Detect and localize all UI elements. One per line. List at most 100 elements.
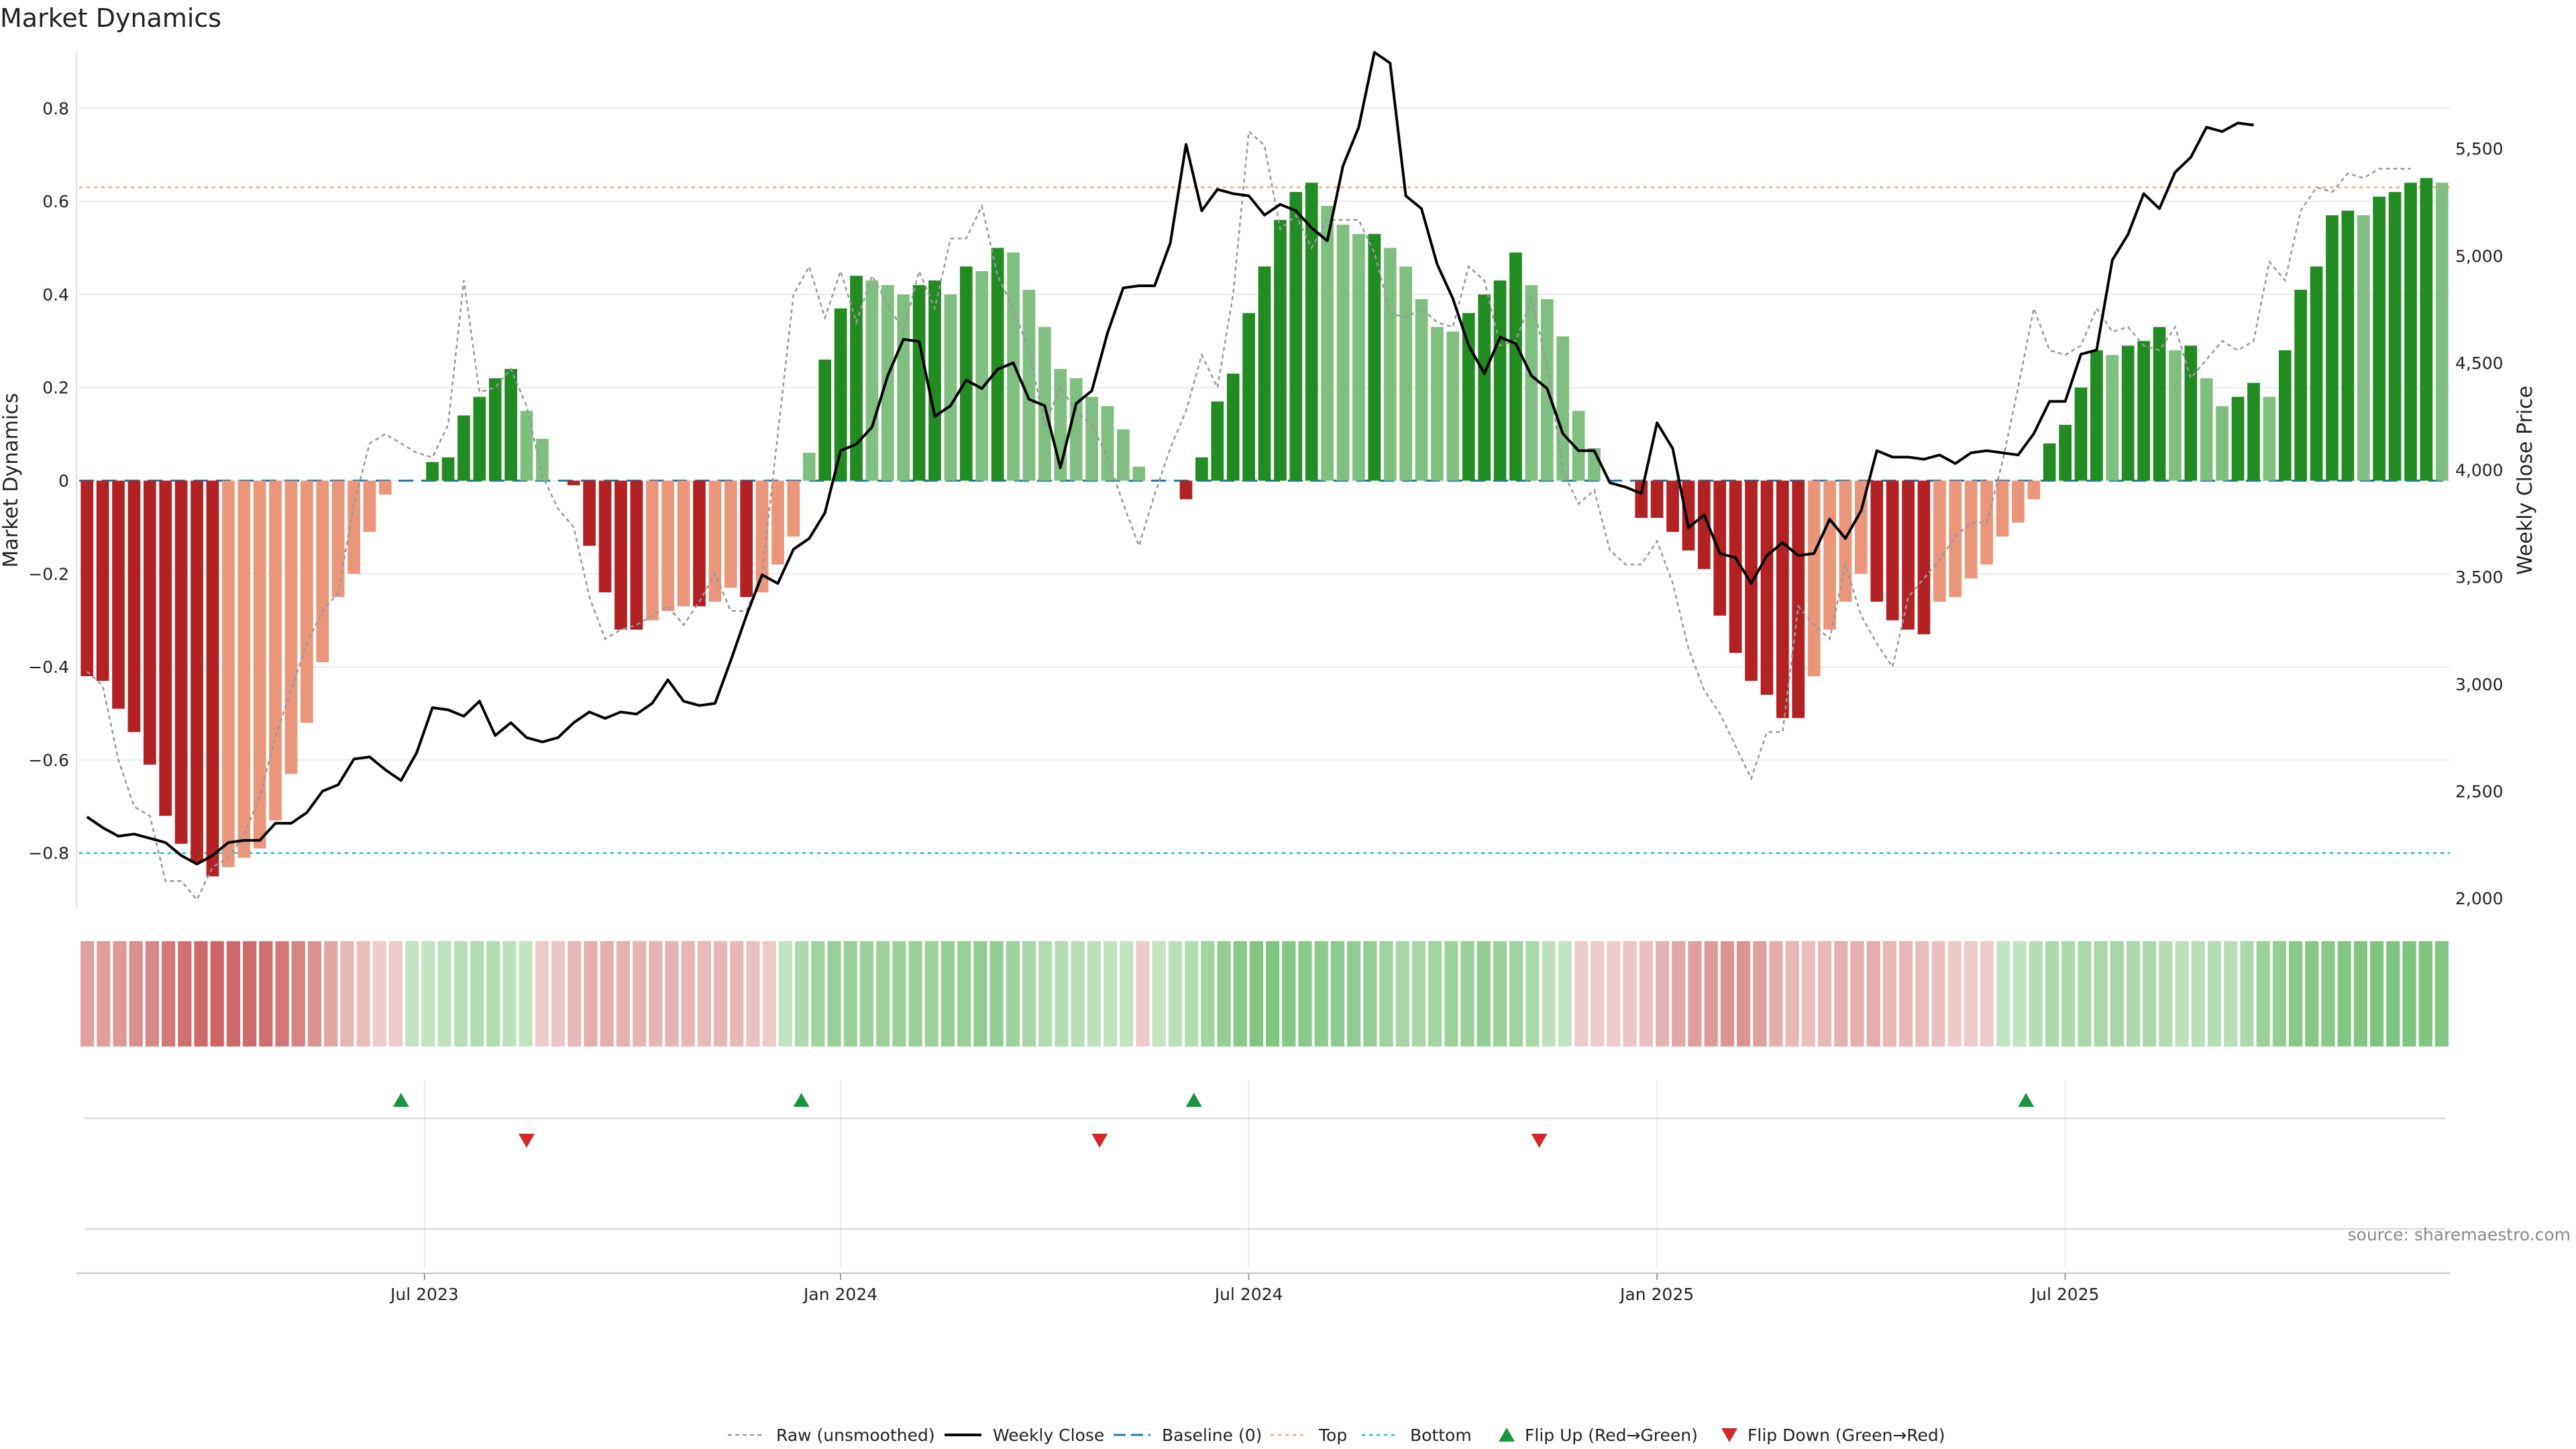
y2-tick-label: 4,000: [2455, 461, 2504, 480]
dynamics-bar: [159, 480, 172, 816]
y-tick-label: −0.2: [28, 564, 69, 584]
regime-cell: [714, 941, 728, 1046]
dynamics-bar: [2184, 345, 2198, 481]
dynamics-bar: [1242, 313, 1255, 481]
dynamics-bar: [2043, 443, 2056, 481]
dynamics-bar: [206, 480, 219, 877]
regime-cell: [1493, 941, 1507, 1046]
y-tick-label: 0.6: [42, 192, 69, 211]
regime-cell: [194, 941, 208, 1046]
dynamics-bar: [2200, 378, 2213, 481]
flip-up-marker: [2018, 1093, 2035, 1107]
regime-cell: [535, 941, 549, 1046]
legend-swatch: [1499, 1428, 1515, 1442]
dynamics-bar: [1964, 480, 1978, 579]
flip-up-marker: [793, 1093, 810, 1107]
dynamics-bar: [96, 480, 109, 681]
legend-weekly-close: Weekly Close: [945, 1426, 1104, 1445]
dynamics-bar: [458, 415, 470, 481]
y-tick-label: 0.8: [42, 99, 69, 118]
dynamics-bar: [2090, 350, 2103, 481]
x-tick-label: Jan 2024: [802, 1285, 877, 1304]
dynamics-bar: [1823, 480, 1836, 630]
regime-cell: [746, 941, 760, 1046]
dynamics-bar: [1305, 182, 1318, 481]
regime-cell: [421, 941, 435, 1046]
regime-cell: [1347, 941, 1361, 1046]
dynamics-bar: [865, 280, 879, 481]
y2-tick-label: 4,500: [2455, 354, 2504, 373]
dynamics-bar: [488, 378, 502, 481]
regime-cell: [2159, 941, 2173, 1046]
regime-cell: [145, 941, 160, 1046]
dynamics-bar: [426, 462, 439, 481]
regime-cell: [1444, 941, 1458, 1046]
x-tick-label: Jul 2025: [2030, 1285, 2100, 1304]
dynamics-bar: [881, 285, 894, 481]
dynamics-bar: [1022, 289, 1036, 481]
dynamics-bar: [1368, 233, 1381, 481]
regime-cell: [1055, 941, 1069, 1046]
dynamics-bar: [1697, 480, 1711, 570]
dynamics-bar: [1525, 285, 1538, 481]
dynamics-bar: [583, 480, 596, 546]
regime-cell: [2369, 941, 2384, 1046]
dynamics-bar: [300, 480, 313, 723]
dynamics-bar: [2106, 355, 2119, 481]
regime-cell: [1704, 941, 1718, 1046]
legend-baseline: Baseline (0): [1114, 1426, 1262, 1445]
axes: −0.8 −0.6 −0.4 −0.2 0 0.2 0.4 0.6 0.8 2,000 2,500 3…: [28, 52, 2504, 909]
legend-label: Raw (unsmoothed): [776, 1426, 935, 1445]
regime-cell: [80, 941, 95, 1046]
regime-cell: [1931, 941, 1945, 1046]
regime-cell: [811, 941, 825, 1046]
dynamics-bar: [708, 480, 722, 602]
chart-title: Market Dynamics: [0, 3, 221, 33]
legend-label: Baseline (0): [1162, 1426, 1262, 1445]
regime-cell: [1038, 941, 1053, 1046]
regime-cell: [453, 941, 468, 1046]
regime-cell: [486, 941, 500, 1046]
x-tick-label: Jul 2024: [1214, 1285, 1283, 1304]
regime-cell: [2288, 941, 2303, 1046]
dynamics-bar: [1572, 411, 1585, 481]
regime-cell: [113, 941, 127, 1046]
dynamics-bar: [1321, 206, 1334, 481]
dynamics-bar: [2012, 480, 2025, 523]
dynamics-bar: [2059, 425, 2072, 481]
regime-cell: [616, 941, 630, 1046]
dynamics-bar: [363, 480, 376, 532]
regime-cell: [1623, 941, 1637, 1046]
regime-cell: [1947, 941, 1962, 1046]
x-tick-label: Jan 2025: [1619, 1285, 1694, 1304]
dynamics-bar: [1792, 480, 1805, 718]
dynamics-bar: [284, 480, 298, 774]
dynamics-bar: [755, 480, 769, 593]
regime-cell: [2224, 941, 2238, 1046]
dynamics-bar: [379, 480, 392, 495]
y-tick-label: 0.2: [42, 378, 69, 398]
regime-cell: [1525, 941, 1540, 1046]
regime-cell: [2240, 941, 2254, 1046]
dynamics-bar: [2027, 480, 2041, 500]
regime-cell: [1460, 941, 1474, 1046]
regime-cell: [2078, 941, 2092, 1046]
regime-cell: [1850, 941, 1864, 1046]
source-note: source: sharemaestro.com: [2348, 1225, 2571, 1244]
dynamics-bar: [331, 480, 345, 598]
regime-cell: [2353, 941, 2367, 1046]
regime-cell: [2045, 941, 2059, 1046]
regime-cell: [697, 941, 712, 1046]
regime-cell: [1509, 941, 1523, 1046]
regime-cell: [1217, 941, 1231, 1046]
y2-tick-label: 2,500: [2455, 782, 2504, 801]
weekly-close-line: [86, 51, 2254, 865]
dynamics-bar: [127, 480, 141, 733]
dynamics-bar: [2357, 215, 2370, 481]
regime-cell: [2191, 941, 2205, 1046]
dynamics-bar: [253, 480, 266, 849]
dynamics-bar: [1509, 252, 1522, 481]
dynamics-bar: [1902, 480, 1915, 630]
dynamics-bar: [1933, 480, 1946, 602]
dynamics-bar: [504, 368, 517, 481]
